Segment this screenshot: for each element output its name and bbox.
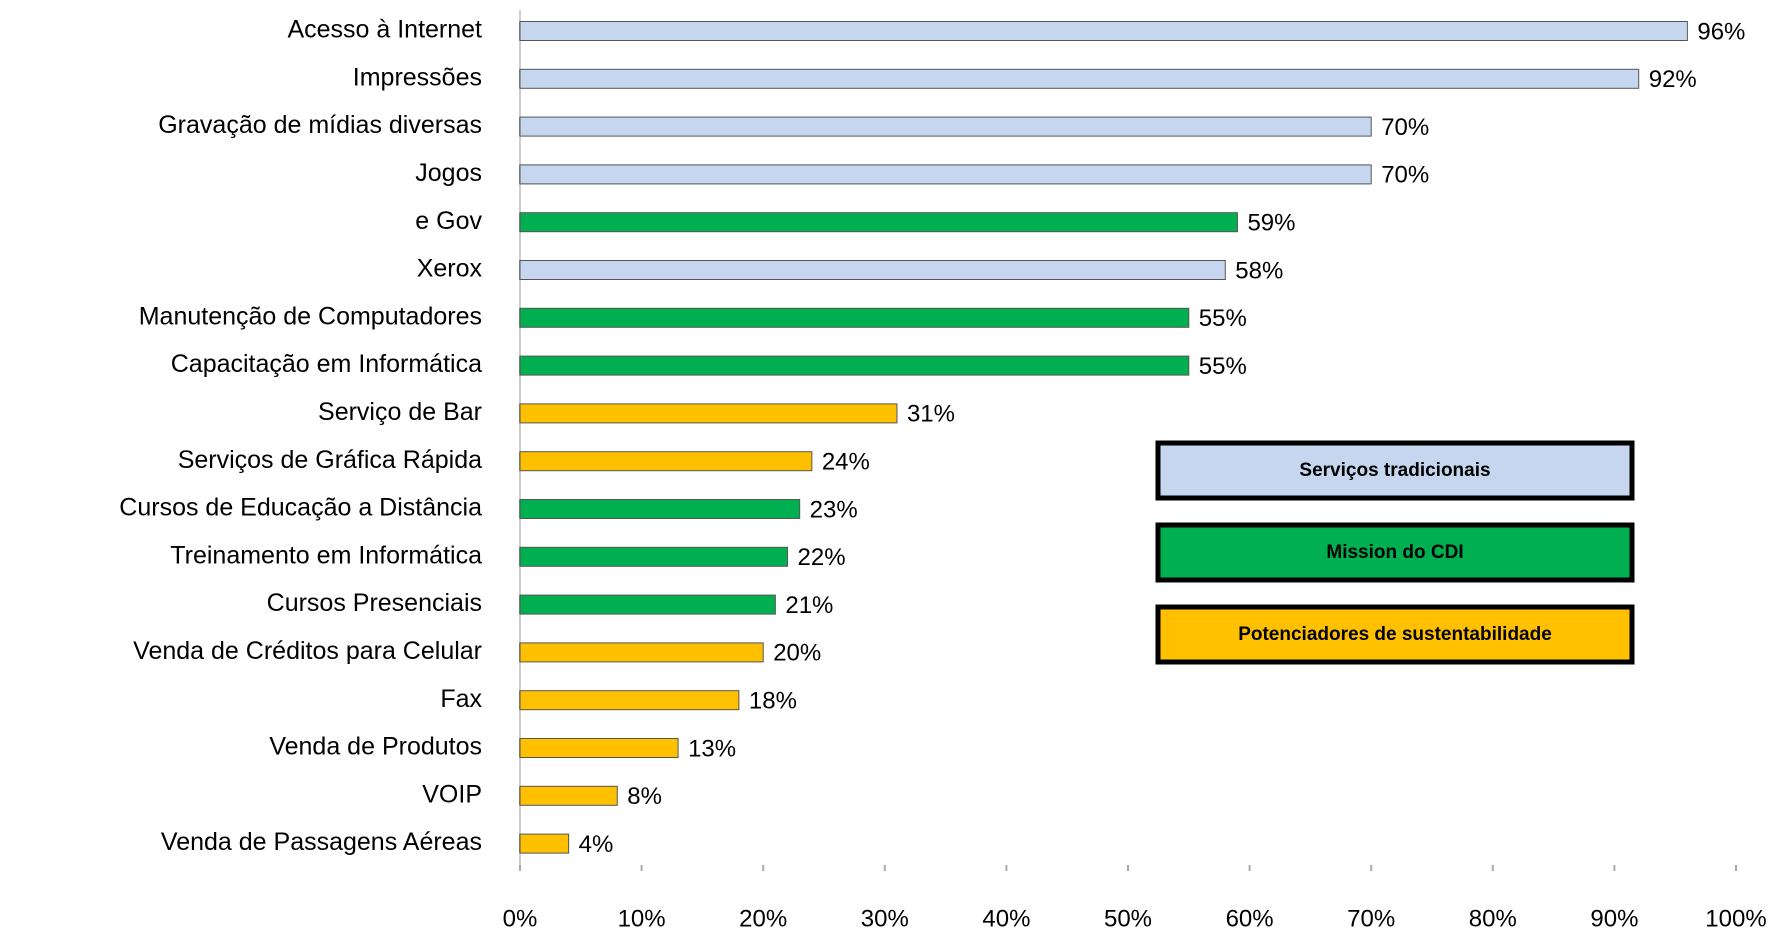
bar [519,451,813,472]
legend-label: Serviços tradicionais [1299,460,1490,481]
x-tick-label: 50% [1104,905,1152,932]
y-tick-label: Venda de Créditos para Celular [133,637,482,665]
bar [519,594,776,615]
bar [519,833,570,854]
y-tick-label: Gravação de mídias diversas [158,111,482,139]
x-tick-label: 30% [861,905,909,932]
y-tick-label: Fax [440,685,482,713]
bar [519,116,1372,137]
bar [519,738,679,758]
y-tick-label: Venda de Produtos [269,733,482,761]
y-tick-label: Venda de Passagens Aéreas [161,828,482,856]
bar [519,68,1640,89]
data-label: 92% [1649,66,1697,93]
x-tick-label: 0% [503,905,538,932]
bar [519,499,801,519]
bar [519,403,898,424]
x-tick-label: 100% [1705,905,1766,932]
y-tick-label: Jogos [415,159,482,187]
x-tick-label: 60% [1226,905,1274,932]
data-label: 4% [579,831,614,858]
data-label: 31% [907,401,955,428]
x-tick-label: 90% [1590,905,1638,932]
data-label: 70% [1381,162,1429,189]
legend-swatch [1155,440,1635,501]
bar [519,260,1226,280]
data-label: 13% [688,735,736,762]
data-label: 59% [1247,210,1295,237]
y-tick-label: e Gov [415,207,482,235]
y-tick-label: Cursos Presenciais [267,589,482,617]
y-tick-label: Manutenção de Computadores [139,302,482,330]
x-tick-label: 80% [1469,905,1517,932]
y-tick-label: Serviço de Bar [318,398,482,426]
data-label: 96% [1697,18,1745,45]
bar [519,690,740,711]
x-tick-label: 40% [982,905,1030,932]
bar [519,212,1238,233]
y-tick-label: Acesso à Internet [287,16,482,44]
bar [519,546,789,567]
data-label: 55% [1199,353,1247,380]
bar [519,21,1688,41]
y-tick-label: Xerox [417,255,483,283]
x-tick-label: 10% [618,905,666,932]
data-label: 20% [773,640,821,667]
data-label: 8% [627,783,662,810]
y-tick-label: Serviços de Gráfica Rápida [178,446,482,474]
legend-swatch [1155,522,1635,583]
data-label: 23% [810,496,858,523]
y-tick-label: Impressões [353,63,482,91]
y-tick-label: Treinamento em Informática [170,541,482,569]
data-label: 18% [749,688,797,715]
legend-label: Mission do CDI [1326,542,1463,563]
bar [519,164,1372,185]
y-tick-label: Capacitação em Informática [171,350,482,378]
data-label: 21% [785,592,833,619]
y-tick-label: Cursos de Educação a Distância [119,494,482,522]
legend-label: Potenciadores de sustentabilidade [1238,624,1552,645]
legend-swatch [1155,604,1635,665]
x-tick-label: 70% [1347,905,1395,932]
bar [519,642,764,663]
data-label: 24% [822,449,870,476]
bar [519,355,1190,376]
x-tick-label: 20% [739,905,787,932]
data-label: 22% [798,544,846,571]
data-label: 55% [1199,305,1247,332]
bar [519,785,618,806]
bar [519,307,1190,328]
data-label: 70% [1381,114,1429,141]
data-label: 58% [1235,257,1283,284]
y-tick-label: VOIP [422,780,482,808]
